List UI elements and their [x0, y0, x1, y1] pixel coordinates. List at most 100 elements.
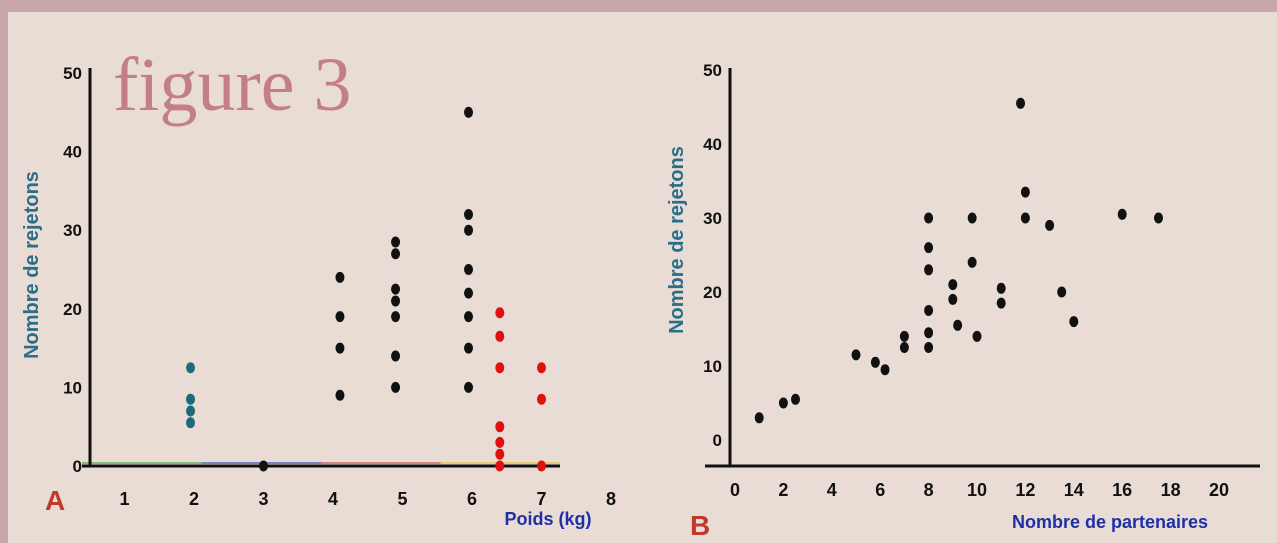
x-axis-label: Nombre de partenaires [1012, 512, 1208, 532]
data-point [924, 212, 934, 224]
data-point [996, 297, 1006, 309]
page-frame-left [0, 0, 8, 543]
data-point [1154, 212, 1163, 224]
data-point [495, 307, 505, 319]
data-point [495, 448, 505, 460]
data-point [495, 460, 505, 472]
data-point [1057, 286, 1067, 298]
data-point [391, 311, 401, 323]
y-axis-label: Nombre de rejetons [21, 171, 43, 359]
figure-title: figure 3 [113, 43, 351, 127]
data-point [464, 264, 474, 275]
x-tick-label: 7 [536, 489, 546, 509]
data-point [495, 330, 505, 342]
x-tick-label: 20 [1209, 480, 1229, 500]
data-point [495, 362, 505, 374]
data-point [186, 405, 196, 417]
data-point [1020, 212, 1030, 224]
data-point [537, 460, 546, 472]
data-point [972, 330, 982, 342]
y-tick-label: 0 [713, 431, 722, 450]
data-point [335, 271, 345, 283]
data-point [464, 381, 474, 393]
data-point [880, 364, 890, 376]
data-point [464, 106, 474, 118]
data-point [391, 283, 401, 295]
x-tick-label: 4 [328, 489, 338, 509]
data-point [924, 305, 934, 316]
x-tick-label: 6 [875, 480, 885, 500]
y-axis-label: Nombre de rejetons [666, 146, 688, 334]
x-tick-label: 2 [778, 480, 788, 500]
data-point [186, 362, 196, 374]
data-point [391, 295, 401, 307]
x-tick-label: 12 [1015, 480, 1035, 500]
x-tick-label: 0 [730, 480, 740, 500]
y-tick-label: 10 [703, 357, 722, 376]
y-tick-label: 10 [63, 378, 82, 397]
y-tick-label: 20 [703, 283, 722, 302]
data-point [335, 389, 345, 401]
data-point [948, 293, 958, 305]
data-point [464, 208, 474, 220]
data-point [948, 279, 958, 291]
data-point [924, 242, 934, 254]
y-tick-label: 0 [73, 457, 82, 476]
data-point [851, 349, 861, 361]
data-point [464, 342, 474, 354]
data-point [335, 342, 345, 354]
data-point [924, 264, 934, 276]
panel-letter: A [45, 485, 65, 516]
page-frame-top [0, 0, 1277, 12]
y-tick-label: 50 [63, 64, 82, 83]
x-tick-label: 1 [119, 489, 129, 509]
data-point [899, 342, 909, 353]
data-point [495, 421, 505, 433]
panel-b-chart: 0 10 20 30 40 50 0 2 4 6 8 10 12 14 16 18 20 Nombre de re… [666, 61, 1260, 541]
panel-letter: B [690, 510, 710, 541]
y-tick-label: 30 [63, 221, 82, 240]
x-tick-label: 5 [397, 489, 407, 509]
data-point [537, 393, 546, 405]
x-tick-label: 8 [924, 480, 934, 500]
data-point [953, 319, 963, 331]
x-tick-label: 6 [467, 489, 477, 509]
data-point [391, 350, 401, 362]
x-tick-label: 3 [258, 489, 268, 509]
x-axis-label: Poids (kg) [504, 509, 591, 529]
data-point [924, 342, 934, 353]
data-point [464, 311, 474, 323]
data-point [924, 327, 934, 339]
data-point [1020, 186, 1030, 198]
data-point [495, 436, 505, 448]
data-point [1117, 208, 1127, 220]
data-point [870, 356, 880, 368]
data-point [967, 256, 977, 268]
data-point [754, 412, 764, 424]
data-point [778, 397, 788, 409]
data-point [1069, 316, 1079, 328]
data-point [391, 236, 401, 248]
y-tick-label: 30 [703, 209, 722, 228]
data-point [1045, 219, 1055, 231]
y-tick-label: 40 [703, 135, 722, 154]
data-point [259, 460, 268, 472]
data-point [186, 393, 196, 405]
data-point [391, 381, 401, 393]
x-tick-label: 8 [606, 489, 616, 509]
data-point [464, 287, 474, 299]
data-point [537, 362, 546, 374]
panel-a-chart: 0 10 20 30 40 50 1 2 3 4 5 6 7 8 Nombre de rejetons Poi… [21, 64, 616, 529]
x-tick-label: 2 [189, 489, 199, 509]
data-point [996, 282, 1006, 294]
x-tick-label: 16 [1112, 480, 1132, 500]
data-point [791, 393, 800, 405]
x-tick-label: 10 [967, 480, 987, 500]
y-tick-label: 20 [63, 300, 82, 319]
x-tick-label: 18 [1161, 480, 1181, 500]
x-tick-label: 4 [827, 480, 837, 500]
data-point [1016, 97, 1026, 109]
data-point [464, 224, 474, 236]
data-point [391, 248, 401, 260]
